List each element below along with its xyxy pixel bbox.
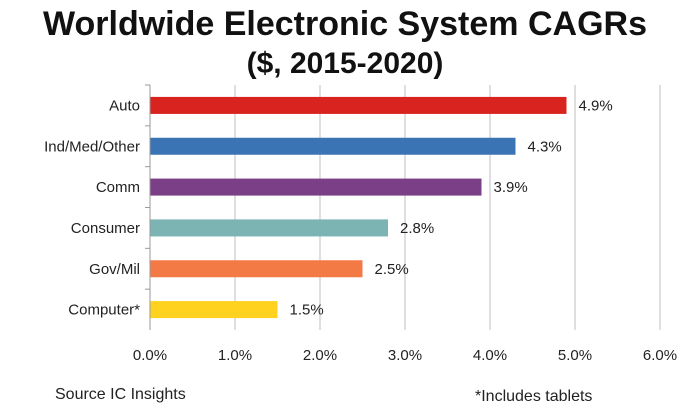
category-label: Consumer [71,220,140,237]
source-note: Source IC Insights [55,386,186,403]
x-tick-label: 3.0% [388,347,422,364]
bar-auto [150,96,567,114]
x-tick-label: 6.0% [643,347,677,364]
bar-computer [150,301,278,319]
bars [145,84,567,319]
category-labels: Auto Ind/Med/Other Comm Consumer Gov/Mil Comp… [44,97,140,318]
data-label: 2.8% [400,220,434,237]
data-label: 1.5% [290,302,324,319]
x-tick-label: 0.0% [133,347,167,364]
data-label: 2.5% [375,261,409,278]
bar-gov-mil [150,260,363,278]
data-label: 4.3% [528,138,562,155]
data-labels: 4.9% 4.3% 3.9% 2.8% 2.5% 1.5% [290,97,613,318]
x-axis-tick-labels: 0.0% 1.0% 2.0% 3.0% 4.0% 5.0% 6.0% [133,347,677,364]
category-label: Ind/Med/Other [44,138,140,155]
x-tick-label: 1.0% [218,347,252,364]
category-label: Comm [96,179,140,196]
chart-title: Worldwide Electronic System CAGRs [43,5,647,43]
footnote-tablets: *Includes tablets [475,388,593,405]
data-label: 3.9% [494,179,528,196]
data-label: 4.9% [579,97,613,114]
gridlines [234,85,661,330]
x-tick-label: 5.0% [558,347,592,364]
bar-comm [150,178,482,196]
x-tick-label: 2.0% [303,347,337,364]
category-label: Gov/Mil [89,261,140,278]
chart-subtitle: ($, 2015-2020) [246,47,444,80]
bar-consumer [150,219,388,237]
category-label: Auto [109,97,140,114]
bar-ind-med-other [150,137,516,155]
category-label: Computer* [68,302,140,319]
x-tick-label: 4.0% [473,347,507,364]
